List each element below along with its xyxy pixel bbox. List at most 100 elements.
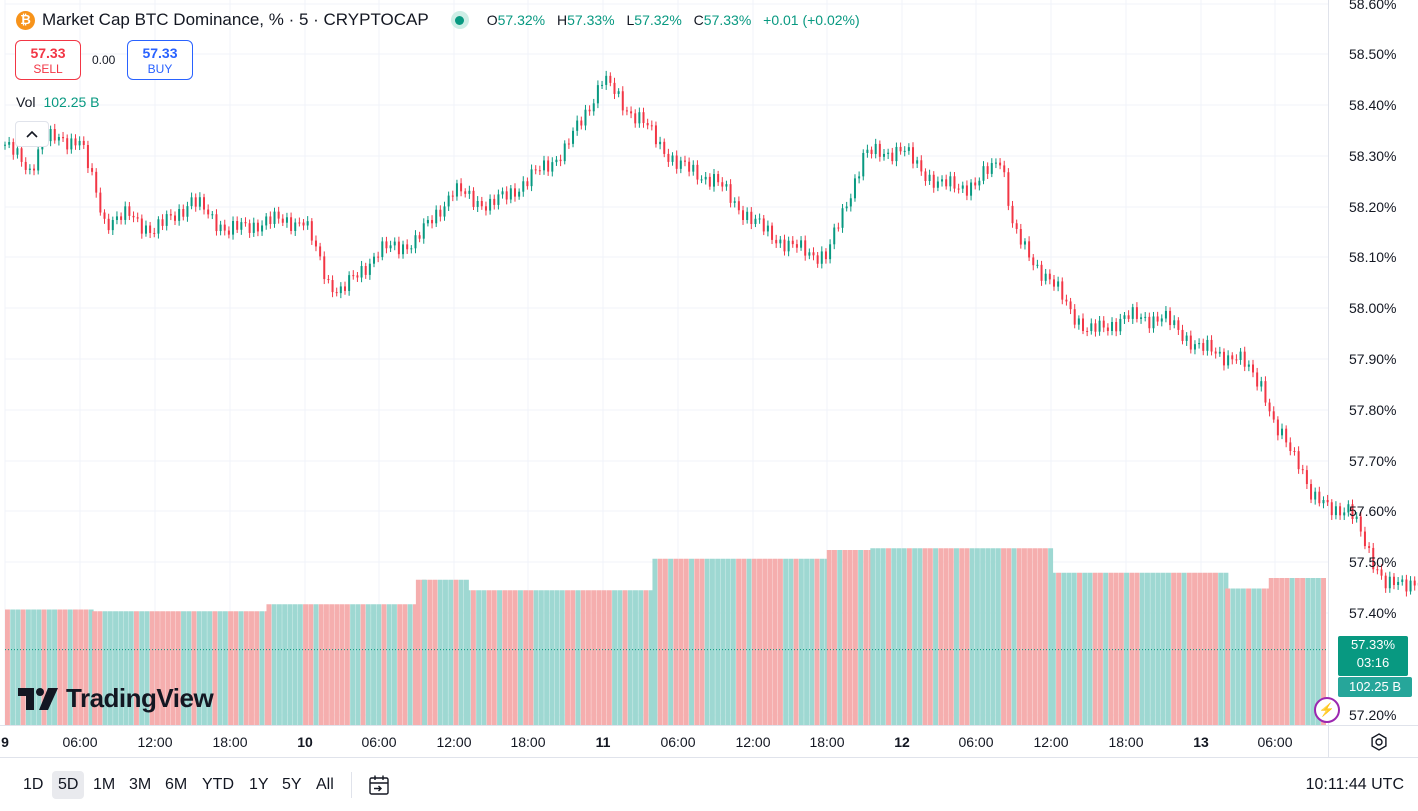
candle-body	[1177, 320, 1179, 330]
candle-body	[319, 246, 321, 256]
candle-body	[804, 240, 806, 255]
volume-bar	[1269, 578, 1274, 725]
candle-body	[128, 206, 130, 216]
candle-body	[1206, 340, 1208, 351]
volume-bar	[576, 590, 581, 725]
volume-bar	[1022, 548, 1027, 725]
candle-body	[680, 161, 682, 169]
volume-bar	[1150, 573, 1155, 725]
volume-bar	[443, 580, 448, 725]
volume-bar	[752, 559, 757, 725]
lightning-icon[interactable]: ⚡	[1314, 697, 1340, 723]
candle-body	[701, 179, 703, 180]
volume-bar	[397, 604, 402, 725]
spread-value: 0.00	[92, 53, 115, 67]
candle-body	[410, 248, 412, 249]
volume-bar	[433, 580, 438, 725]
candle-body	[651, 125, 653, 126]
timeframe-6m[interactable]: 6M	[159, 771, 193, 799]
candle-body	[775, 240, 777, 243]
symbol-title[interactable]: Market Cap BTC Dominance, % · 5 · CRYPTO…	[42, 10, 429, 30]
candle-body	[133, 216, 135, 217]
volume-bar	[308, 604, 313, 725]
volume-bar	[1213, 573, 1218, 725]
candle-body	[157, 219, 159, 233]
timeframe-5y[interactable]: 5Y	[276, 771, 308, 799]
volume-bar	[218, 611, 223, 725]
candle-body	[1227, 355, 1229, 365]
sell-button[interactable]: 57.33 SELL	[15, 40, 81, 80]
timeframe-1m[interactable]: 1M	[87, 771, 121, 799]
tradingview-logo[interactable]: TradingView	[18, 683, 213, 714]
volume-bar	[570, 590, 575, 725]
timeframe-all[interactable]: All	[310, 771, 340, 799]
volume-bar	[1027, 548, 1032, 725]
candle-body	[1128, 315, 1130, 319]
price-chart[interactable]: 58.60%58.50%58.40%58.30%58.20%58.10%58.0…	[0, 0, 1418, 757]
candle-body	[249, 223, 251, 233]
candle-body	[721, 182, 723, 186]
volume-bar	[1274, 578, 1279, 725]
timeframe-3m[interactable]: 3M	[123, 771, 157, 799]
candle-body	[1173, 320, 1175, 325]
volume-bar	[544, 590, 549, 725]
volume-bar	[663, 559, 668, 725]
volume-bar	[1279, 578, 1284, 725]
volume-bar	[602, 590, 607, 725]
candle-body	[170, 214, 172, 215]
candle-body	[137, 217, 139, 218]
volume-bar	[272, 604, 277, 725]
candle-body	[655, 125, 657, 144]
volume-bar	[837, 550, 842, 725]
candle-body	[609, 76, 611, 83]
volume-bar	[422, 580, 427, 725]
calendar-goto-icon[interactable]	[367, 773, 391, 797]
settings-gear-icon[interactable]	[1369, 732, 1389, 752]
candle-body	[215, 214, 217, 231]
candle-body	[1016, 223, 1018, 229]
x-tick-label: 13	[1193, 734, 1209, 750]
volume-bar	[408, 604, 413, 725]
volume-bar	[1038, 548, 1043, 725]
candle-body	[684, 161, 686, 162]
candle-body	[1318, 492, 1320, 504]
timeframe-1y[interactable]: 1Y	[243, 771, 275, 799]
volume-bar	[842, 550, 847, 725]
candle-body	[1099, 321, 1101, 332]
candle-body	[1190, 336, 1192, 350]
volume-bar	[596, 590, 601, 725]
x-tick-label: 18:00	[1108, 734, 1143, 750]
timeframe-1d[interactable]: 1D	[17, 771, 49, 799]
timeframe-ytd[interactable]: YTD	[196, 771, 240, 799]
volume-bar	[1182, 573, 1187, 725]
market-status-icon[interactable]	[451, 11, 469, 29]
volume-bar	[508, 590, 513, 725]
volume-bar	[239, 611, 244, 725]
buy-button[interactable]: 57.33 BUY	[127, 40, 193, 80]
volume-bar	[459, 580, 464, 725]
volume-bar	[827, 550, 832, 725]
candle-body	[406, 244, 408, 249]
volume-bar	[371, 604, 376, 725]
candle-body	[195, 197, 197, 206]
candle-body	[1339, 506, 1341, 515]
volume-bar	[773, 559, 778, 725]
candle-body	[182, 209, 184, 217]
y-tick-label: 57.40%	[1349, 605, 1396, 621]
y-tick-label: 57.20%	[1349, 707, 1396, 723]
volume-bar	[1230, 589, 1235, 726]
utc-clock[interactable]: 10:11:44 UTC	[1306, 771, 1404, 799]
candle-body	[875, 144, 877, 154]
volume-bar	[1262, 589, 1267, 726]
y-tick-label: 57.70%	[1349, 453, 1396, 469]
candle-body	[1327, 500, 1329, 502]
volume-bar	[487, 590, 492, 725]
volume-bar	[1197, 573, 1202, 725]
volume-bar	[799, 559, 804, 725]
timeframe-5d[interactable]: 5D	[52, 771, 84, 799]
volume-bar	[689, 559, 694, 725]
chevron-up-icon[interactable]	[15, 121, 49, 147]
last-price-value: 57.33%	[1338, 636, 1408, 654]
tradingview-logo-text: TradingView	[66, 683, 213, 714]
candle-body	[352, 275, 354, 276]
